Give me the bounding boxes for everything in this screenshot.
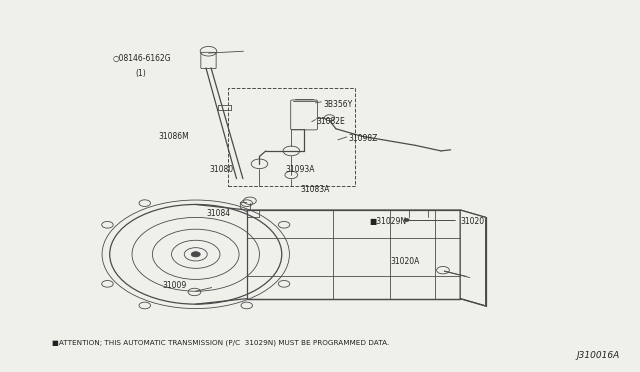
Text: 31082E: 31082E bbox=[317, 117, 346, 126]
Circle shape bbox=[191, 252, 200, 257]
Polygon shape bbox=[246, 210, 460, 299]
Text: 31080: 31080 bbox=[210, 165, 234, 174]
Circle shape bbox=[404, 218, 409, 221]
Text: (1): (1) bbox=[135, 69, 146, 78]
FancyBboxPatch shape bbox=[291, 100, 317, 130]
Text: 31084: 31084 bbox=[207, 209, 231, 218]
Polygon shape bbox=[246, 210, 486, 217]
Text: ■31029N: ■31029N bbox=[369, 217, 406, 225]
FancyBboxPatch shape bbox=[201, 52, 216, 68]
Text: 3B356Y: 3B356Y bbox=[323, 100, 353, 109]
Text: 31083A: 31083A bbox=[301, 185, 330, 194]
Text: 31093A: 31093A bbox=[285, 165, 314, 174]
Bar bbox=[228, 88, 355, 186]
Text: 31098Z: 31098Z bbox=[349, 134, 378, 142]
Text: 31009: 31009 bbox=[162, 281, 186, 290]
Text: J310016A: J310016A bbox=[576, 351, 620, 360]
Text: ■ATTENTION; THIS AUTOMATIC TRANSMISSION (P/C  31029N) MUST BE PROGRAMMED DATA.: ■ATTENTION; THIS AUTOMATIC TRANSMISSION … bbox=[52, 340, 390, 346]
Text: ○08146-6162G: ○08146-6162G bbox=[113, 54, 172, 63]
Text: 31020A: 31020A bbox=[390, 257, 419, 266]
Text: 31086M: 31086M bbox=[159, 132, 189, 141]
Polygon shape bbox=[460, 210, 486, 306]
Text: 31020: 31020 bbox=[460, 217, 484, 225]
